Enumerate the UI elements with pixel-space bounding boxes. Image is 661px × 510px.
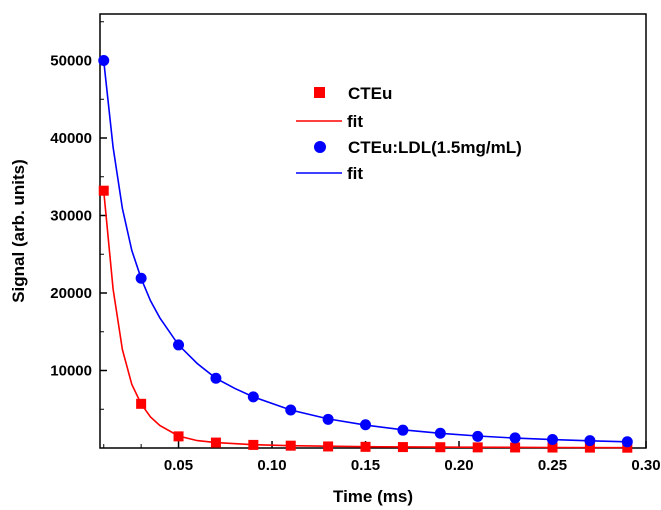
data-point-circle <box>210 372 222 384</box>
legend: CTEu fit CTEu:LDL(1.5mg/mL) fit <box>296 84 522 183</box>
y-tick-label: 50000 <box>50 53 92 70</box>
legend-label: CTEu <box>348 84 392 103</box>
data-point-square <box>435 442 446 453</box>
x-axis-title: Time (ms) <box>333 487 413 506</box>
data-point-square <box>210 437 221 448</box>
fit-line-series-3 <box>102 60 628 443</box>
x-tick-label: 0.15 <box>351 457 380 474</box>
legend-label: CTEu:LDL(1.5mg/mL) <box>348 138 522 157</box>
data-point-circle <box>434 427 446 439</box>
data-point-square <box>285 440 296 451</box>
data-point-square <box>323 441 334 452</box>
y-tick-label: 30000 <box>50 208 92 225</box>
legend-marker-circle <box>314 141 326 153</box>
data-point-circle <box>584 435 596 447</box>
data-point-square <box>622 442 633 453</box>
data-point-square <box>510 442 521 453</box>
data-point-square <box>98 185 109 196</box>
x-tick-label: 0.05 <box>164 457 193 474</box>
data-point-circle <box>173 339 185 351</box>
x-tick-label: 0.20 <box>444 457 473 474</box>
data-point-square <box>472 442 483 453</box>
data-point-square <box>136 398 147 409</box>
data-point-circle <box>397 424 409 436</box>
data-point-square <box>173 431 184 442</box>
data-point-circle <box>360 419 372 431</box>
data-point-circle <box>135 272 147 284</box>
data-point-circle <box>547 433 559 445</box>
y-tick-label: 40000 <box>50 130 92 147</box>
plot-frame <box>99 13 647 449</box>
y-axis-ticks: 10000 20000 30000 40000 50000 <box>50 21 107 410</box>
legend-marker-square <box>314 87 325 98</box>
x-tick-label: 0.25 <box>538 457 567 474</box>
data-point-circle <box>472 430 484 442</box>
y-tick-label: 10000 <box>50 363 92 380</box>
data-point-square <box>547 442 558 453</box>
data-point-circle <box>621 436 633 448</box>
data-point-square <box>584 442 595 453</box>
data-point-circle <box>285 404 297 416</box>
data-point-circle <box>509 432 521 444</box>
y-axis-title: Signal (arb. units) <box>9 159 28 303</box>
y-tick-label: 20000 <box>50 285 92 302</box>
fit-line-series-1 <box>102 190 628 449</box>
data-point-square <box>360 441 371 452</box>
data-point-circle <box>247 391 259 403</box>
data-point-square <box>248 439 259 450</box>
legend-label: fit <box>347 164 363 183</box>
x-tick-label: 0.10 <box>257 457 286 474</box>
data-point-circle <box>98 55 110 66</box>
series-layer <box>98 55 633 453</box>
data-point-circle <box>322 413 334 425</box>
data-point-square <box>397 442 408 453</box>
x-axis-ticks: 0.05 0.10 0.15 0.20 0.25 0.30 <box>103 441 661 474</box>
legend-label: fit <box>347 112 363 131</box>
x-tick-label: 0.30 <box>631 457 660 474</box>
